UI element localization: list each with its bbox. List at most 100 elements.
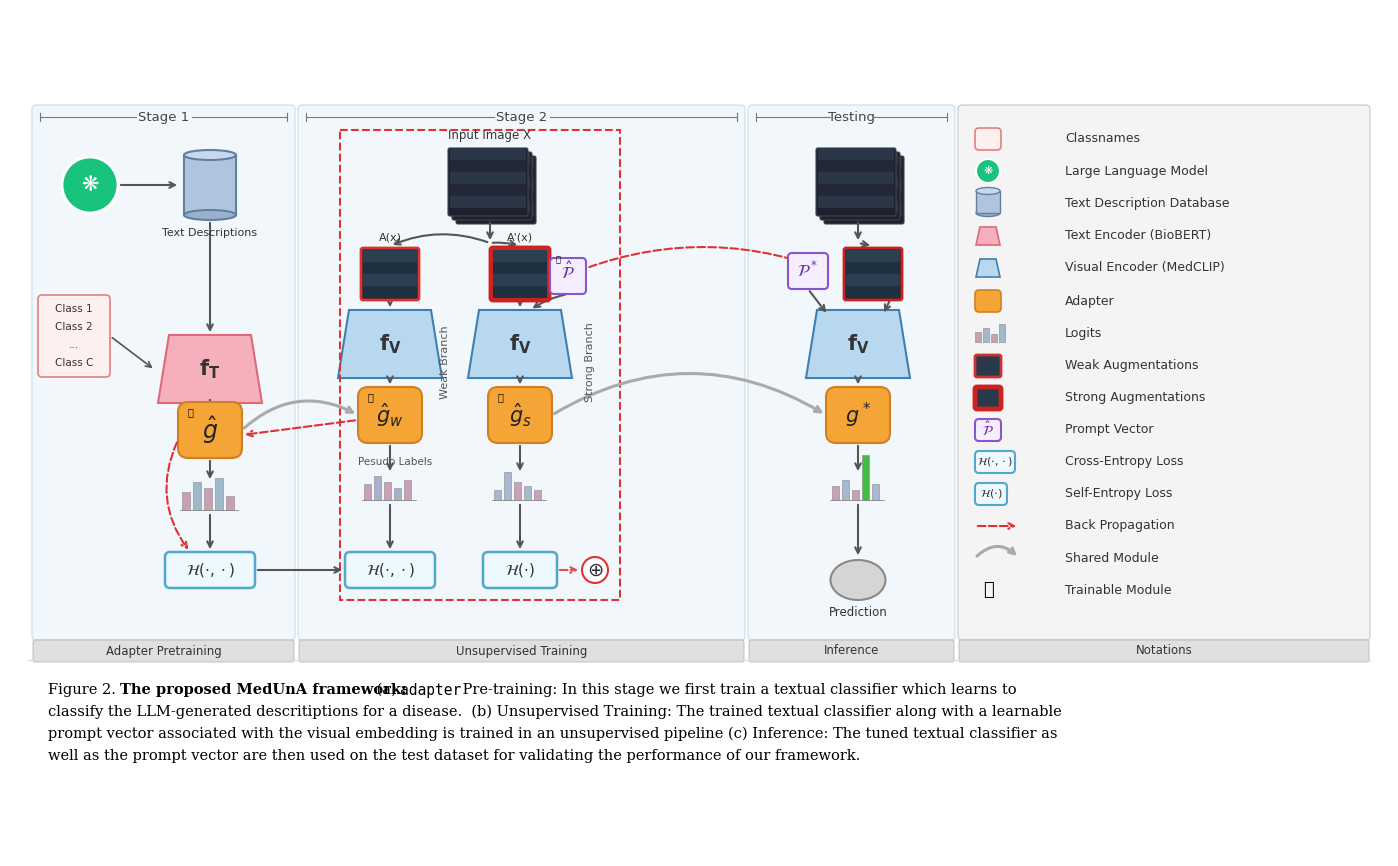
Text: $\hat{g}$: $\hat{g}$: [201, 414, 218, 446]
Text: $\mathbf{f_T}$: $\mathbf{f_T}$: [200, 357, 221, 381]
Bar: [363, 250, 417, 262]
FancyBboxPatch shape: [974, 483, 1007, 505]
Text: $\oplus$: $\oplus$: [587, 560, 604, 579]
Bar: [826, 192, 902, 204]
FancyBboxPatch shape: [488, 387, 552, 443]
Bar: [846, 274, 900, 286]
FancyBboxPatch shape: [178, 402, 242, 458]
Circle shape: [976, 159, 1000, 183]
Text: $\mathbf{f_V}$: $\mathbf{f_V}$: [509, 333, 531, 356]
Bar: [493, 274, 547, 286]
Polygon shape: [468, 310, 572, 378]
Text: Logits: Logits: [1065, 326, 1102, 339]
FancyBboxPatch shape: [974, 419, 1001, 441]
Text: Class 2: Class 2: [55, 322, 92, 332]
Bar: [818, 148, 893, 160]
Bar: [493, 262, 547, 274]
Bar: [363, 286, 417, 298]
Text: Stage 2: Stage 2: [496, 111, 547, 124]
Bar: [534, 490, 541, 500]
Bar: [818, 196, 893, 208]
Bar: [454, 152, 530, 164]
Text: prompt vector associated with the visual embedding is trained in an unsupervised: prompt vector associated with the visual…: [48, 727, 1057, 741]
Bar: [459, 156, 534, 168]
Text: 🔥: 🔥: [555, 255, 561, 264]
FancyBboxPatch shape: [959, 640, 1369, 662]
Bar: [454, 200, 530, 212]
Bar: [983, 328, 988, 342]
Text: Weak Branch: Weak Branch: [440, 326, 450, 399]
Text: Visual Encoder (MedCLIP): Visual Encoder (MedCLIP): [1065, 262, 1225, 275]
Bar: [524, 486, 531, 500]
Bar: [185, 155, 236, 215]
Bar: [450, 148, 526, 160]
FancyBboxPatch shape: [549, 258, 586, 294]
FancyBboxPatch shape: [299, 640, 744, 662]
Text: Cross-Entropy Loss: Cross-Entropy Loss: [1065, 456, 1184, 469]
Text: $\mathbf{f_V}$: $\mathbf{f_V}$: [847, 333, 870, 356]
FancyBboxPatch shape: [816, 148, 896, 216]
Bar: [204, 488, 212, 510]
Ellipse shape: [976, 210, 1000, 216]
FancyBboxPatch shape: [788, 253, 828, 289]
Bar: [822, 200, 898, 212]
Circle shape: [582, 557, 608, 583]
Text: classify the LLM-generated descritiptions for a disease.  (b) Unsupervised Train: classify the LLM-generated descritiption…: [48, 705, 1061, 720]
FancyBboxPatch shape: [491, 248, 549, 300]
Polygon shape: [807, 310, 910, 378]
Bar: [826, 204, 902, 216]
Polygon shape: [158, 335, 261, 403]
Text: Inference: Inference: [823, 644, 879, 657]
Text: $\hat{g}_s$: $\hat{g}_s$: [509, 401, 531, 429]
Text: adapter: adapter: [400, 683, 461, 698]
Bar: [822, 164, 898, 176]
FancyBboxPatch shape: [358, 387, 422, 443]
FancyBboxPatch shape: [823, 156, 905, 224]
Bar: [863, 455, 870, 500]
Text: Text Description Database: Text Description Database: [1065, 197, 1229, 210]
Bar: [974, 332, 981, 342]
Bar: [450, 160, 526, 172]
Text: ...: ...: [69, 340, 80, 350]
FancyBboxPatch shape: [748, 105, 955, 640]
FancyBboxPatch shape: [974, 387, 1001, 409]
Bar: [826, 180, 902, 192]
FancyBboxPatch shape: [38, 295, 110, 377]
Polygon shape: [976, 259, 1000, 277]
Text: Testing: Testing: [828, 111, 875, 124]
Text: Strong Augmentations: Strong Augmentations: [1065, 391, 1205, 404]
Text: $\mathcal{H}(\cdot)$: $\mathcal{H}(\cdot)$: [505, 561, 535, 579]
FancyBboxPatch shape: [447, 148, 528, 216]
Bar: [822, 152, 898, 164]
FancyBboxPatch shape: [298, 105, 745, 640]
Bar: [818, 172, 893, 184]
Text: $\mathcal{H}(\cdot,\cdot)$: $\mathcal{H}(\cdot,\cdot)$: [366, 561, 414, 579]
Ellipse shape: [185, 150, 236, 160]
Text: Pesudo Labels: Pesudo Labels: [358, 457, 432, 467]
FancyBboxPatch shape: [974, 355, 1001, 377]
Ellipse shape: [976, 188, 1000, 195]
Bar: [846, 286, 900, 298]
FancyBboxPatch shape: [32, 105, 295, 640]
FancyBboxPatch shape: [974, 451, 1015, 473]
Bar: [872, 484, 879, 500]
Bar: [215, 478, 224, 510]
Bar: [375, 476, 382, 500]
Bar: [493, 490, 500, 500]
Text: Pre-training: In this stage we first train a textual classifier which learns to: Pre-training: In this stage we first tra…: [459, 683, 1016, 697]
Text: ❋: ❋: [983, 166, 993, 176]
Text: $g^*$: $g^*$: [844, 400, 871, 430]
Ellipse shape: [830, 560, 885, 600]
Bar: [363, 262, 417, 274]
Text: Unsupervised Training: Unsupervised Training: [456, 644, 587, 657]
Bar: [976, 191, 1000, 213]
Bar: [493, 286, 547, 298]
Bar: [404, 480, 411, 500]
Bar: [832, 486, 839, 500]
Text: 🔥: 🔥: [498, 392, 503, 402]
FancyBboxPatch shape: [974, 290, 1001, 312]
Text: Prompt Vector: Prompt Vector: [1065, 423, 1153, 436]
FancyBboxPatch shape: [974, 128, 1001, 150]
Bar: [363, 484, 370, 500]
Text: Trainable Module: Trainable Module: [1065, 584, 1172, 597]
